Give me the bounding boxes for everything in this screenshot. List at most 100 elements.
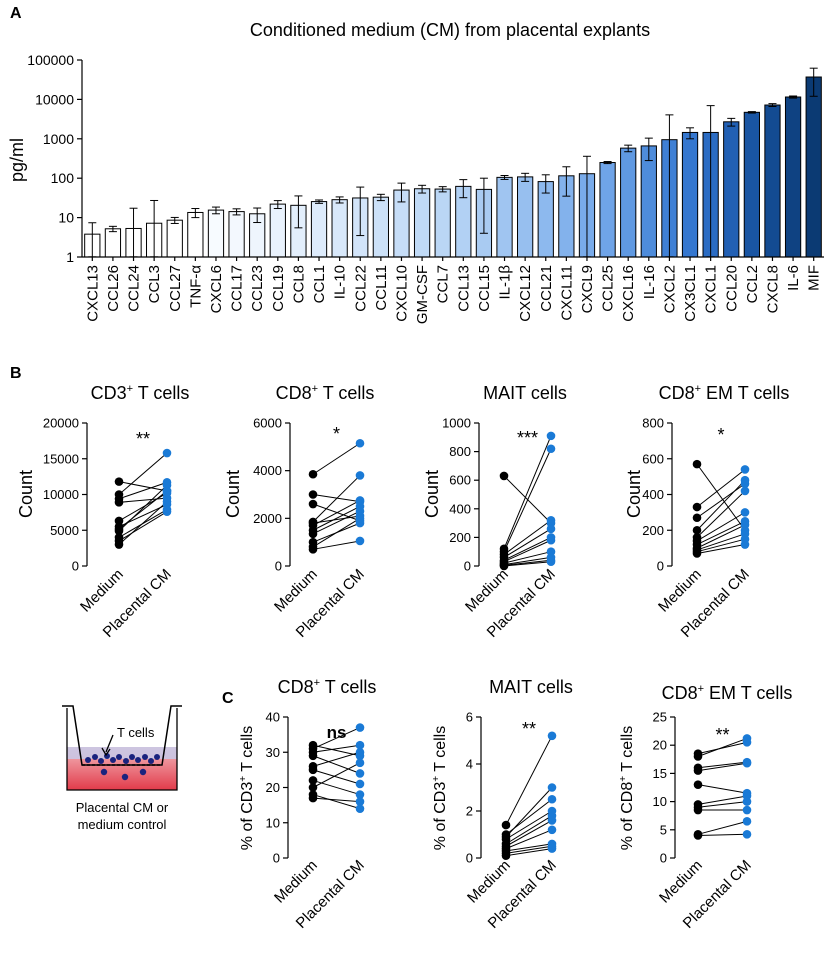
point-placental-cm	[355, 747, 365, 757]
pair-line	[505, 848, 553, 857]
xtick-label-IL-6: IL-6	[785, 265, 802, 291]
pair-line	[697, 795, 748, 805]
point-placental-cm	[547, 844, 557, 853]
bar-CCL25	[599, 162, 616, 258]
xtick-label-MIF: MIF	[806, 265, 823, 291]
dotplot-ytick-label: 0	[466, 851, 473, 866]
t-cells-label: T cells	[117, 725, 155, 740]
point-medium	[693, 766, 703, 775]
chart-a-ylabel: pg/ml	[7, 138, 27, 182]
xtick-label-CCL27: CCL27	[167, 265, 184, 312]
pair-line	[697, 741, 748, 755]
xtick-label-IL-16: IL-16	[641, 265, 658, 299]
point-placental-cm	[742, 758, 752, 768]
dotplot-ytick-label: 600	[449, 473, 471, 488]
significance-label: *	[333, 424, 340, 444]
point-placental-cm	[355, 506, 365, 516]
bar-IL-6	[784, 96, 802, 258]
pair-line	[696, 533, 746, 551]
point-placental-cm	[355, 804, 365, 813]
dotplot-ytick-label: 800	[449, 444, 471, 459]
point-medium	[501, 851, 511, 860]
bar-CXCL8	[764, 104, 781, 258]
point-placental-cm	[547, 794, 557, 804]
xtick-label-CCL3: CCL3	[146, 265, 163, 303]
xtick-label-CCL13: CCL13	[455, 265, 472, 312]
dotplot-ytick-label: 25	[653, 710, 667, 725]
pair-line	[118, 481, 168, 492]
dotplot-B2: CD8+ T cellsCount0200040006000*MediumPla…	[223, 383, 374, 641]
dotplot-title: MAIT cells	[489, 677, 573, 697]
significance-label: **	[136, 429, 150, 449]
pair-line	[312, 503, 361, 522]
pair-line	[503, 448, 552, 552]
xtick-label-CXCL13: CXCL13	[84, 265, 101, 322]
dotplot-ytick-label: 400	[449, 501, 471, 516]
dotplot-ytick-label: 5	[660, 822, 667, 837]
dotplot-ylabel: % of CD3+ T cells	[431, 726, 449, 850]
point-placental-cm	[355, 496, 365, 505]
transwell-schematic: T cells Placental CM or medium control	[62, 705, 182, 832]
pair-line	[697, 761, 748, 769]
bar-IL-1β	[496, 176, 513, 258]
xtick-label-CXCL16: CXCL16	[620, 265, 637, 322]
point-placental-cm	[355, 740, 365, 750]
dotplot-title: MAIT cells	[483, 383, 567, 403]
point-placental-cm	[355, 536, 365, 546]
point-medium	[308, 490, 318, 499]
xtick-label-IL-10: IL-10	[332, 265, 349, 299]
point-medium	[114, 477, 124, 486]
pair-line	[696, 520, 746, 546]
dotplot-ytick-label: 600	[642, 451, 664, 466]
dotplot-ytick-label: 0	[273, 851, 280, 866]
xtick-label-CCL23: CCL23	[249, 265, 266, 312]
point-placental-cm	[162, 507, 172, 516]
point-medium	[693, 805, 703, 815]
xtick-label-CXCL2: CXCL2	[661, 265, 678, 313]
t-cells-arrow	[105, 734, 114, 753]
pair-line	[503, 551, 552, 564]
point-placental-cm	[742, 830, 752, 839]
pair-line	[696, 524, 746, 549]
point-medium	[114, 540, 124, 549]
dotplot-ytick-label: 10	[266, 815, 280, 830]
point-placental-cm	[740, 540, 750, 549]
significance-label: ***	[517, 428, 538, 448]
point-placental-cm	[547, 731, 557, 741]
xtick-label-CXCL1: CXCL1	[703, 265, 720, 313]
significance-label: ns	[327, 723, 347, 742]
point-placental-cm	[742, 805, 752, 815]
point-placental-cm	[162, 497, 172, 506]
pair-line	[312, 727, 361, 750]
point-placental-cm	[355, 471, 365, 480]
point-placental-cm	[162, 448, 172, 458]
xtick-label-CCL7: CCL7	[435, 265, 452, 303]
pair-line	[697, 801, 748, 808]
pair-line	[697, 820, 748, 835]
pair-line	[697, 833, 748, 836]
t-cells-group	[85, 753, 160, 781]
bar-CCL7	[434, 188, 451, 258]
dotplot-ytick-label: 20000	[43, 416, 79, 431]
point-placental-cm	[355, 769, 365, 778]
dotplot-ytick-label: 200	[449, 530, 471, 545]
xtick-label-CCL22: CCL22	[352, 265, 369, 312]
dotplot-ytick-label: 4	[466, 757, 473, 772]
pair-line	[118, 490, 168, 530]
xtick-label-CXCL10: CXCL10	[393, 265, 410, 322]
bar-CCL20	[723, 121, 740, 258]
point-medium	[308, 529, 318, 539]
bar-CCL11	[372, 196, 389, 258]
point-medium	[692, 525, 702, 535]
dotplot-ytick-label: 15	[653, 766, 667, 781]
dotplot-ytick-label: 1000	[442, 416, 471, 431]
pair-line	[312, 515, 361, 524]
point-medium	[692, 513, 702, 523]
xtick-label-CCL17: CCL17	[229, 265, 246, 312]
dotplot-ytick-label: 200	[642, 523, 664, 538]
xtick-label-CCL26: CCL26	[105, 265, 122, 312]
bar-TNF-α	[187, 211, 204, 258]
pair-line	[696, 469, 746, 508]
pair-line	[505, 819, 553, 847]
